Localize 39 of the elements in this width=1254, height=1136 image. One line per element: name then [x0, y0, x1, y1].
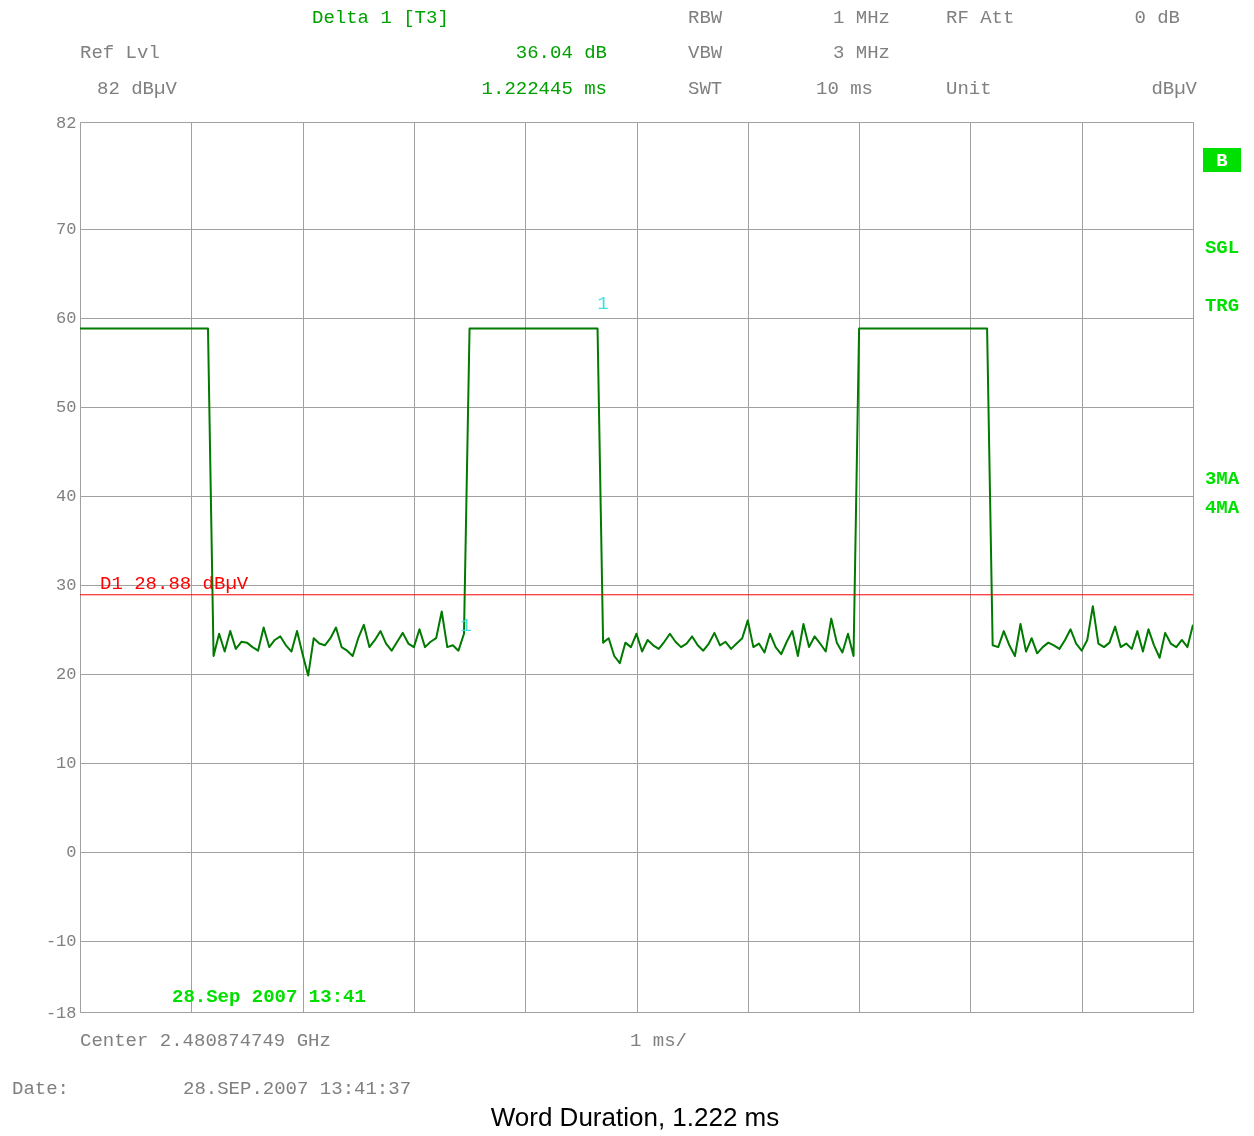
line-series	[80, 327, 1193, 677]
text: 3 MHz	[832, 42, 890, 64]
text: 28.SEP.2007 13:41:37	[183, 1078, 412, 1100]
text: B	[1216, 150, 1228, 172]
text: VBW	[688, 42, 723, 64]
y-tick-label: 50	[56, 398, 77, 418]
text: 1.222445 ms	[481, 78, 607, 100]
text: Unit	[946, 78, 992, 100]
annotation: 1	[597, 293, 609, 315]
text: 36.04 dB	[515, 42, 607, 64]
y-tick-label: 0	[66, 843, 77, 863]
y-tick-label: 70	[56, 220, 77, 240]
text: RBW	[688, 7, 723, 29]
annotation: 28.Sep 2007 13:41	[172, 986, 366, 1008]
text: Word Duration, 1.222 ms	[490, 1102, 780, 1132]
text: 1 MHz	[832, 7, 890, 29]
text: 1 ms/	[630, 1030, 688, 1052]
text: Date:	[12, 1078, 70, 1100]
y-tick-label: 60	[56, 309, 77, 329]
y-tick-label: 30	[56, 576, 77, 596]
text: Ref Lvl	[80, 42, 160, 64]
y-tick-label: 40	[56, 487, 77, 507]
y-tick-label: 82	[56, 113, 77, 133]
text: 0 dB	[1134, 7, 1180, 29]
text: 10 ms	[815, 78, 873, 100]
text: dBµV	[1151, 78, 1198, 100]
text: Delta 1 [T3]	[312, 7, 449, 29]
text: Center 2.480874749 GHz	[80, 1030, 331, 1052]
text: 4MA	[1204, 497, 1240, 519]
text: 82 dBµV	[97, 78, 178, 100]
text: SWT	[688, 78, 723, 100]
text: RF Att	[946, 7, 1015, 29]
text: 3MA	[1204, 468, 1240, 490]
y-tick-label: 10	[56, 754, 77, 774]
y-tick-label: -10	[45, 932, 77, 952]
text: TRG	[1204, 295, 1240, 317]
text: SGL	[1204, 237, 1240, 259]
y-tick-label: 20	[56, 665, 77, 685]
y-tick-label: -18	[45, 1003, 77, 1023]
